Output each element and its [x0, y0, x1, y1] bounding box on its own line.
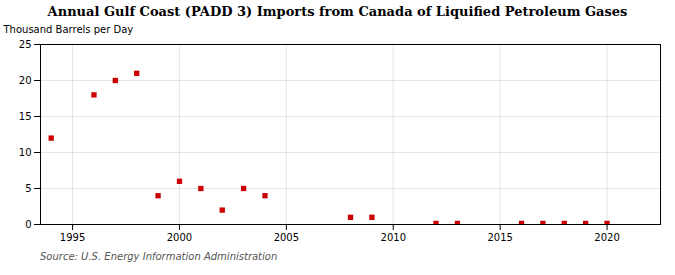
svg-text:2015: 2015 [487, 232, 512, 243]
svg-text:15: 15 [19, 111, 32, 122]
svg-text:2010: 2010 [381, 232, 406, 243]
svg-text:1995: 1995 [60, 232, 85, 243]
svg-text:10: 10 [19, 147, 32, 158]
svg-text:0: 0 [25, 219, 31, 230]
svg-text:20: 20 [19, 75, 32, 86]
svg-text:5: 5 [25, 183, 31, 194]
svg-text:2020: 2020 [594, 232, 619, 243]
svg-text:Thousand Barrels per Day: Thousand Barrels per Day [3, 24, 134, 35]
html-text:Annual Gulf Coast (PADD 3) Imp: Annual Gulf Coast (PADD 3) Imports from … [47, 4, 628, 19]
svg-text:2000: 2000 [167, 232, 192, 243]
svg-text:2005: 2005 [274, 232, 299, 243]
html-text:Source: U.S. Energy Informatio: Source: U.S. Energy Information Administ… [40, 251, 278, 262]
svg-text:25: 25 [19, 39, 32, 50]
